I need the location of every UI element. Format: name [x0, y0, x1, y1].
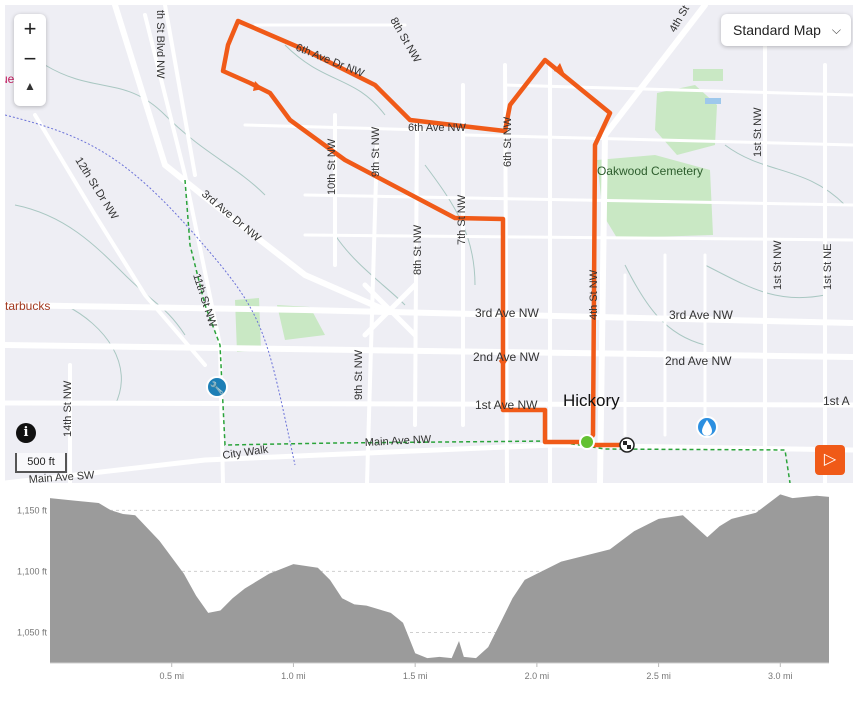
label-st-blvd: th St Blvd NW [154, 10, 166, 79]
map-type-label: Standard Map [733, 22, 821, 38]
label-11th-st: 11th St NW [190, 272, 219, 329]
x-tick-label: 2.5 mi [646, 671, 671, 681]
label-6th-ave-dr: 6th Ave Dr NW [294, 42, 366, 81]
label-14th-st: 14th St NW [62, 380, 74, 437]
map-type-dropdown[interactable]: Standard Map ⌵ [721, 14, 851, 46]
map-canvas[interactable]: 🔧 6th Ave Dr NW 6th Ave NW 3rd Ave Dr NW… [5, 5, 853, 483]
label-1st-ave-edge: 1st A [823, 394, 850, 408]
label-1st-st-ne: 1st St NE [822, 244, 834, 290]
y-tick-label: 1,050 ft [17, 627, 48, 637]
label-8th-st-north: 8th St NW [387, 16, 423, 66]
repair-shop-icon[interactable]: 🔧 [206, 376, 228, 398]
label-7th-st: 7th St NW [456, 194, 468, 245]
y-tick-label: 1,150 ft [17, 505, 48, 515]
label-2nd-ave-b: 2nd Ave NW [665, 354, 732, 368]
label-3rd-ave-a: 3rd Ave NW [475, 306, 539, 320]
info-icon[interactable]: i [16, 423, 36, 443]
route-arrow-1 [253, 81, 263, 91]
label-3rd-ave-dr: 3rd Ave Dr NW [199, 188, 263, 245]
compass-icon: ▲ [24, 79, 36, 93]
label-2nd-ave-a: 2nd Ave NW [473, 350, 540, 364]
label-main-ave: Main Ave NW [365, 434, 433, 449]
elevation-area [50, 494, 829, 663]
label-8th-st: 8th St NW [412, 224, 424, 275]
route-start-marker[interactable] [579, 434, 595, 450]
oakwood-cemetery-park [597, 155, 713, 238]
compass-button[interactable]: ▲ [14, 76, 46, 106]
y-tick-labels: 1,150 ft 1,100 ft 1,050 ft [17, 505, 48, 637]
x-tick-label: 3.0 mi [768, 671, 793, 681]
route-arrow-3 [499, 355, 507, 367]
label-1st-ave: 1st Ave NW [475, 398, 538, 412]
zoom-controls: + − ▲ [14, 14, 46, 106]
label-10th-st: 10th St NW [326, 138, 338, 195]
x-tick-label: 0.5 mi [159, 671, 184, 681]
label-6th-st: 6th St NW [502, 116, 514, 167]
chevron-down-icon: ⌵ [831, 23, 841, 37]
label-6th-ave: 6th Ave NW [408, 122, 466, 134]
x-tick-labels: 0.5 mi 1.0 mi 1.5 mi 2.0 mi 2.5 mi 3.0 mi [159, 663, 793, 681]
label-9th-st-south: 9th St NW [353, 349, 365, 400]
y-tick-label: 1,100 ft [17, 566, 48, 576]
route-arrow-2 [554, 63, 565, 75]
label-3rd-ave-b: 3rd Ave NW [669, 308, 733, 322]
elevation-chart[interactable]: 1,150 ft 1,100 ft 1,050 ft 0.5 mi 1.0 mi 1.5… [0, 484, 868, 702]
label-4th-st: 4th St NW [588, 269, 600, 320]
park-west-b [277, 305, 325, 340]
route-finish-icon[interactable] [619, 437, 635, 453]
map-view[interactable]: 🔧 6th Ave Dr NW 6th Ave NW 3rd Ave Dr NW… [5, 5, 853, 483]
label-hickory: Hickory [563, 391, 620, 410]
zoom-out-button[interactable]: − [23, 46, 37, 71]
park-small [693, 69, 723, 81]
label-1st-st-south: 1st St NW [772, 240, 784, 290]
zoom-in-button[interactable]: + [23, 16, 37, 41]
streets [5, 5, 853, 483]
water-drop-icon[interactable] [696, 416, 718, 438]
play-route-button[interactable]: ▷ [815, 445, 845, 475]
label-9th-st: 9th St NW [370, 126, 382, 177]
label-oakwood-cemetery: Oakwood Cemetery [597, 164, 703, 178]
label-edge-fragment: ue [5, 72, 15, 86]
greenway-trail [184, 179, 791, 483]
x-tick-label: 2.0 mi [525, 671, 550, 681]
x-tick-label: 1.0 mi [281, 671, 306, 681]
label-starbucks: tarbucks [5, 299, 50, 313]
svg-text:🔧: 🔧 [210, 380, 225, 395]
rail-line [5, 114, 296, 466]
park-north [655, 85, 717, 155]
label-1st-st: 1st St NW [752, 107, 764, 157]
scale-bar: 500 ft [15, 453, 67, 473]
x-tick-label: 1.5 mi [403, 671, 428, 681]
route-line [220, 18, 628, 448]
water-pool [705, 98, 721, 104]
